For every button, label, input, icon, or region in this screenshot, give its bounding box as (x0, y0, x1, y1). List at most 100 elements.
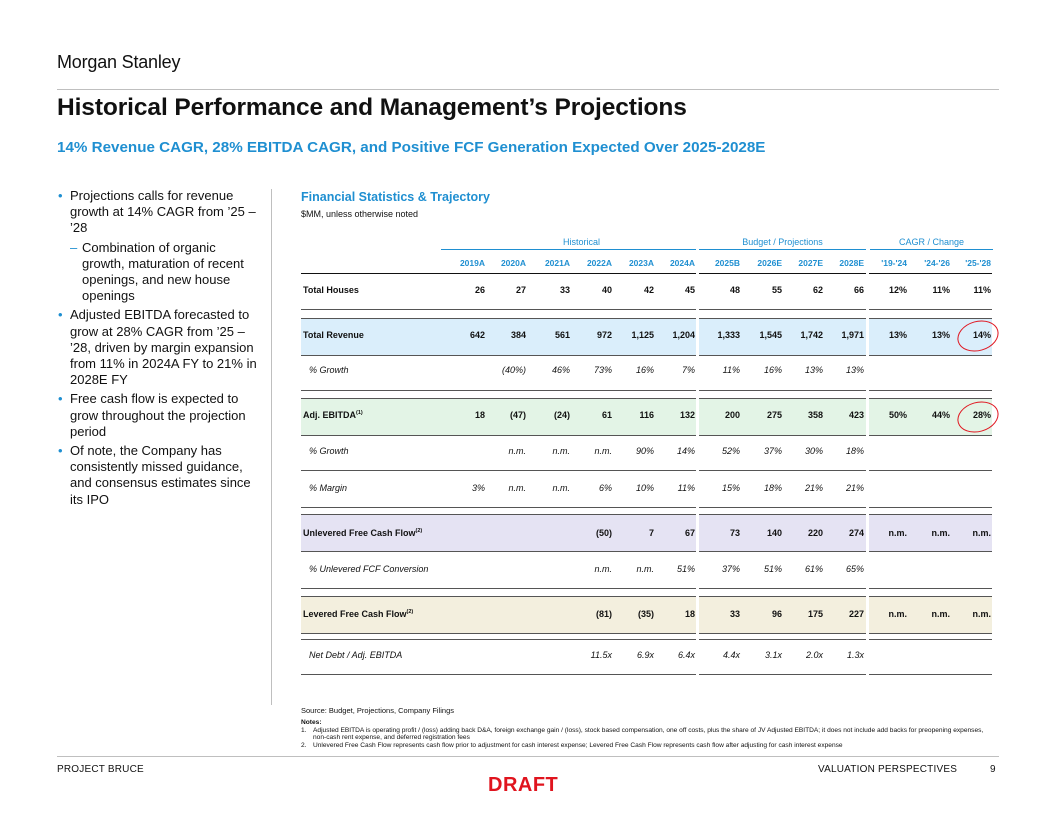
table-cell: n.m. (594, 446, 612, 456)
row-label-text: Total Houses (303, 285, 359, 295)
column-header: 2024A (669, 258, 695, 268)
brand-logo: Morgan Stanley (57, 52, 181, 72)
column-header: '25-'28 (965, 258, 991, 268)
table-cell: 384 (510, 330, 526, 340)
footnotes: Notes: 1. Adjusted EBITDA is operating pr… (301, 719, 991, 749)
table-cell: n.m. (594, 564, 612, 574)
table-cell: 13% (804, 365, 823, 375)
row-label: % Growth (309, 365, 349, 375)
column-header: 2020A (500, 258, 526, 268)
table-cell: 16% (763, 365, 782, 375)
table-cell: 13% (845, 365, 864, 375)
row-highlight-band (301, 319, 992, 355)
row-divider (301, 435, 992, 436)
row-highlight-band (301, 515, 992, 551)
table-cell: 45 (684, 285, 695, 295)
table-title: Financial Statistics & Trajectory (301, 190, 490, 204)
table-cell: 3.1x (764, 650, 782, 660)
row-label: Unlevered Free Cash Flow(2) (303, 528, 422, 538)
row-divider (301, 551, 992, 552)
table-cell: 972 (596, 330, 612, 340)
source-note: Source: Budget, Projections, Company Fil… (301, 706, 454, 715)
row-divider (301, 390, 992, 391)
row-divider (301, 470, 992, 471)
row-label-text: Net Debt / Adj. EBITDA (309, 650, 403, 660)
table-cell: (47) (509, 410, 526, 420)
table-cell: 11% (677, 483, 695, 493)
column-group-header: CAGR / Change (898, 237, 965, 247)
table-cell: 1,545 (759, 330, 782, 340)
row-label: Total Houses (303, 285, 359, 295)
row-label-text: % Unlevered FCF Conversion (309, 564, 429, 574)
table-cell: (81) (595, 609, 612, 619)
table-cell: 11% (932, 285, 950, 295)
table-cell: 13% (931, 330, 950, 340)
table-cell: 96 (771, 609, 782, 619)
table-cell: 42 (643, 285, 654, 295)
table-cell: 50% (888, 410, 907, 420)
table-cell: 15% (721, 483, 740, 493)
column-header: 2021A (544, 258, 570, 268)
footer-section-name: VALUATION PERSPECTIVES (818, 764, 958, 775)
table-cell: 37% (721, 564, 740, 574)
column-header: 2027E (798, 258, 823, 268)
table-cell: 6.4x (677, 650, 695, 660)
table-cell: 7 (648, 528, 654, 538)
header-rule (301, 273, 992, 274)
table-cell: 1.3x (846, 650, 864, 660)
row-label: Net Debt / Adj. EBITDA (309, 650, 402, 660)
table-cell: 1,742 (800, 330, 823, 340)
footnote-marker: (2) (406, 609, 414, 615)
row-label-text: Total Revenue (303, 330, 364, 340)
table-cell: 1,204 (672, 330, 695, 340)
table-cell: 62 (812, 285, 823, 295)
row-divider (301, 633, 992, 634)
table-cell: n.m. (552, 446, 570, 456)
footnote-marker: (2) (415, 528, 423, 534)
notes-heading: Notes: (301, 719, 322, 726)
row-highlight-band (301, 399, 992, 435)
table-cell: 52% (721, 446, 740, 456)
table-cell: 116 (639, 410, 654, 420)
table-cell: n.m. (888, 609, 907, 619)
column-header: 2025B (714, 258, 740, 268)
column-gap (866, 230, 869, 680)
sub-bullet-item: Combination of organic growth, maturatio… (58, 240, 258, 305)
table-cell: 275 (766, 410, 782, 420)
table-cell: 16% (635, 365, 654, 375)
column-header: 2022A (586, 258, 612, 268)
column-group-rule (699, 249, 866, 250)
table-cell: n.m. (552, 483, 570, 493)
table-cell: 66 (853, 285, 864, 295)
row-label: Total Revenue (303, 330, 364, 340)
footnote-2: 2. Unlevered Free Cash Flow represents ca… (301, 741, 843, 749)
table-cell: 27 (515, 285, 526, 295)
table-cell: 7% (681, 365, 695, 375)
table-cell: 14% (676, 446, 695, 456)
column-group-rule (870, 249, 993, 250)
bullet-list: Projections calls for revenue growth at … (58, 188, 258, 511)
table-cell: 67 (684, 528, 695, 538)
row-divider (301, 639, 992, 640)
footnote-text: Unlevered Free Cash Flow represents cash… (313, 741, 843, 749)
table-cell: 6% (598, 483, 612, 493)
row-label: % Growth (309, 446, 349, 456)
table-cell: 642 (469, 330, 485, 340)
table-cell: 90% (635, 446, 654, 456)
table-cell: 73% (593, 365, 612, 375)
header-divider (57, 89, 999, 90)
table-cell: n.m. (931, 528, 950, 538)
table-cell: 51% (676, 564, 695, 574)
row-divider (301, 309, 992, 310)
table-cell: 33 (729, 609, 740, 619)
table-cell: n.m. (636, 564, 654, 574)
table-cell: (24) (553, 410, 570, 420)
table-cell: 140 (766, 528, 782, 538)
row-divider (301, 588, 992, 589)
bullet-item: Of note, the Company has consistently mi… (58, 443, 258, 508)
table-cell: 10% (635, 483, 654, 493)
row-label-text: Levered Free Cash Flow (303, 609, 407, 619)
table-cell: n.m. (931, 609, 950, 619)
table-cell: 73 (729, 528, 740, 538)
table-cell: n.m. (508, 446, 526, 456)
